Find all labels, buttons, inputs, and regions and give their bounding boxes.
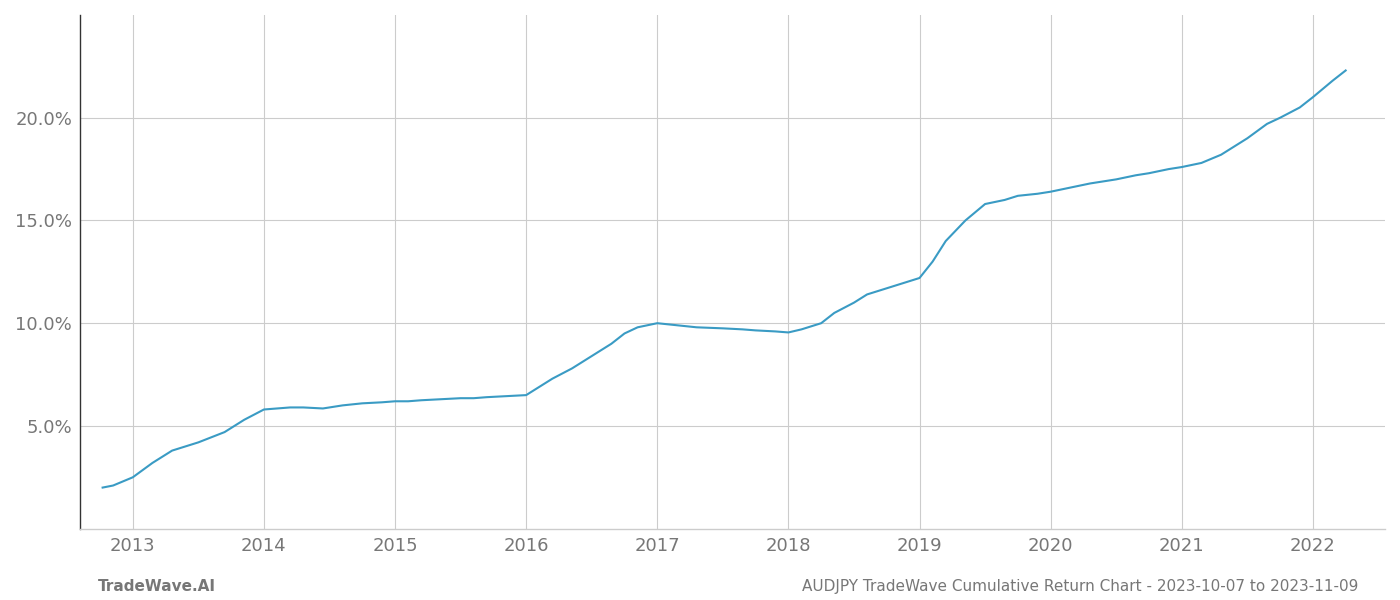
Text: TradeWave.AI: TradeWave.AI xyxy=(98,579,216,594)
Text: AUDJPY TradeWave Cumulative Return Chart - 2023-10-07 to 2023-11-09: AUDJPY TradeWave Cumulative Return Chart… xyxy=(802,579,1358,594)
